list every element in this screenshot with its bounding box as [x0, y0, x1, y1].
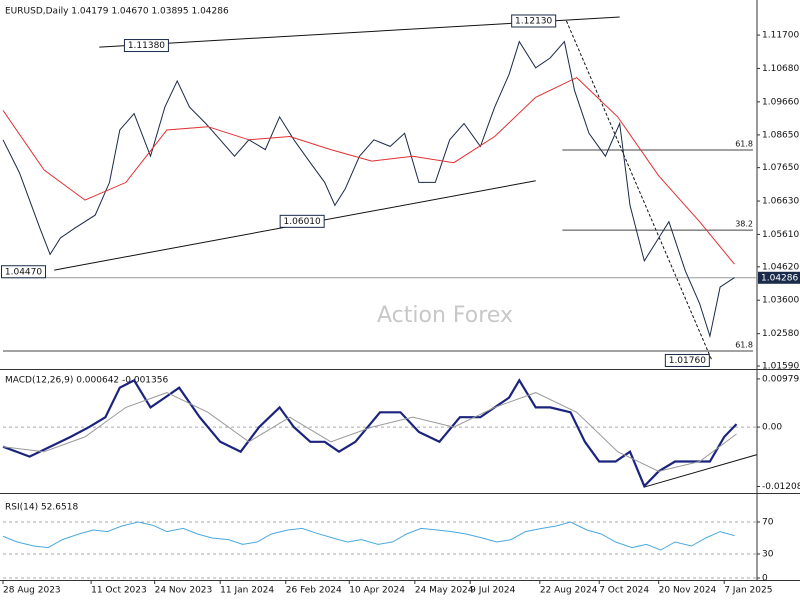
fib-label: 61.8: [735, 139, 753, 148]
series-line: [2, 521, 735, 551]
trendline: [565, 20, 713, 361]
y-tick-label: 1.02580: [762, 329, 799, 339]
x-tick-label: 9 Jul 2024: [470, 586, 515, 596]
x-tick-label: 11 Oct 2023: [91, 586, 147, 596]
series-line: [2, 392, 737, 472]
y-tick-label: 1.04620: [762, 262, 799, 272]
x-tick-label: 7 Oct 2024: [599, 586, 649, 596]
level-label: 1.01760: [669, 356, 706, 366]
x-tick-label: 26 Feb 2024: [286, 586, 342, 596]
panel-title: MACD(12,26,9) 0.000642 -0.001356: [5, 376, 168, 386]
last-price-label: 1.04286: [761, 273, 798, 283]
x-tick-label: 10 Apr 2024: [349, 586, 405, 596]
x-tick-label: 20 Nov 2024: [659, 586, 717, 596]
y-tick-label: 1.09660: [762, 97, 799, 107]
last-price-box: [758, 271, 800, 284]
x-tick-label: 11 Jan 2024: [220, 586, 274, 596]
x-tick-label: 7 Jan 2025: [724, 586, 772, 596]
x-tick-label: 22 Aug 2024: [540, 586, 598, 596]
y-tick-label: 1.06630: [762, 197, 799, 207]
level-box: [0, 265, 46, 279]
level-label: 1.12130: [515, 16, 552, 26]
y-tick-label: 70: [762, 518, 774, 528]
fib-label: 38.2: [735, 220, 753, 229]
panel-title: EURUSD,Daily 1.04179 1.04670 1.03895 1.0…: [5, 7, 229, 17]
x-tick-label: 24 Nov 2023: [155, 586, 213, 596]
level-label: 1.04470: [5, 267, 42, 277]
series-line: [2, 40, 735, 339]
y-tick-label: 0.00: [762, 423, 782, 433]
level-label: 1.11380: [128, 41, 165, 51]
fib-label: 61.8: [735, 340, 753, 349]
y-tick-label: 30: [762, 550, 774, 560]
y-tick-label: 1.11700: [762, 31, 799, 41]
y-tick-label: 1.10680: [762, 64, 799, 74]
level-label: 1.06010: [284, 217, 321, 227]
series-line: [2, 76, 735, 265]
x-tick-label: 24 May 2024: [415, 586, 474, 596]
y-tick-label: 0.009795: [762, 374, 800, 384]
y-tick-label: 1.01590: [762, 362, 799, 372]
y-tick-label: 1.03600: [762, 296, 799, 306]
trendline: [644, 454, 758, 488]
level-box: [664, 353, 710, 367]
y-tick-label: 0: [762, 574, 768, 584]
y-tick-label: 1.05610: [762, 230, 799, 240]
panel-title: RSI(14) 52.6518: [5, 503, 78, 513]
level-box: [123, 39, 169, 53]
watermark: Action Forex: [377, 303, 513, 328]
y-tick-label: -0.012081: [762, 482, 800, 492]
y-tick-label: 1.08650: [762, 130, 799, 140]
y-tick-label: 1.07650: [762, 163, 799, 173]
level-box: [511, 14, 557, 28]
x-tick-label: 28 Aug 2023: [3, 586, 61, 596]
level-box: [279, 214, 325, 228]
series-line: [2, 378, 738, 489]
